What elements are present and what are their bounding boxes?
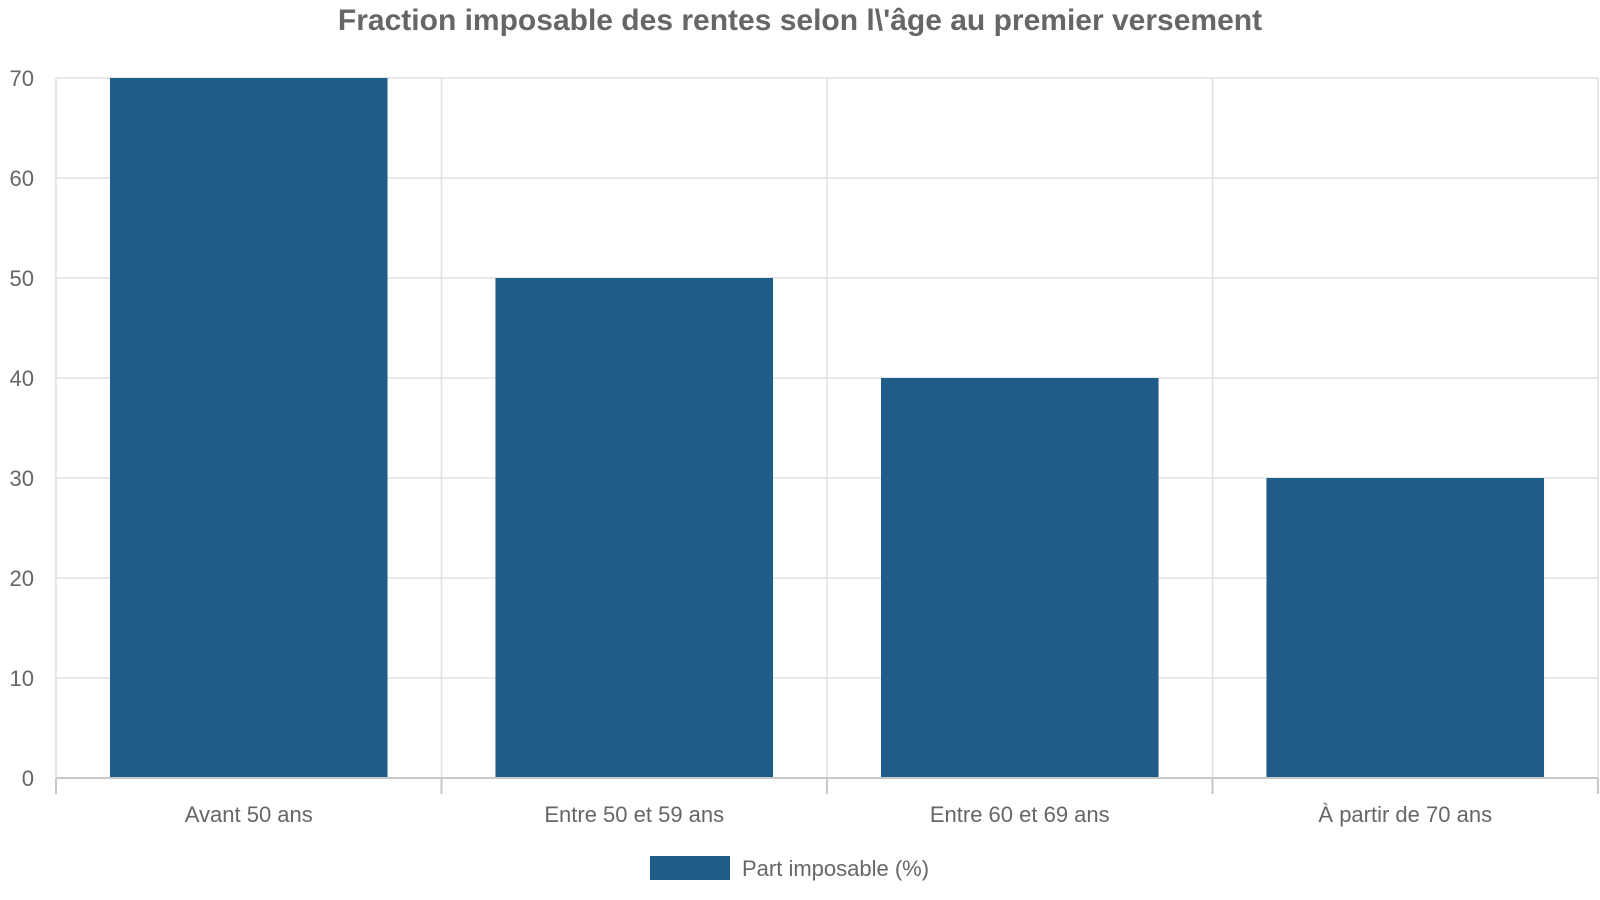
y-tick-label: 50 [10,266,34,291]
legend-swatch [650,856,730,880]
y-tick-label: 20 [10,566,34,591]
y-tick-label: 10 [10,666,34,691]
chart-title: Fraction imposable des rentes selon l\'â… [338,4,1262,37]
bar [495,278,774,778]
axes: 0 10 20 30 40 50 60 70 Avant 50 ans Entre 50 et 5… [10,66,1599,827]
x-tick-label: Entre 60 et 69 ans [930,802,1110,827]
y-tick-label: 70 [10,66,34,91]
y-tick-label: 40 [10,366,34,391]
y-tick-label: 30 [10,466,34,491]
bar [109,78,388,778]
y-tick-label: 60 [10,166,34,191]
x-tick-label: Entre 50 et 59 ans [544,802,724,827]
legend: Part imposable (%) [650,856,929,881]
y-tick-label: 0 [22,766,34,791]
x-tick-label: À partir de 70 ans [1318,802,1492,827]
bars [109,78,1545,778]
legend-label: Part imposable (%) [742,856,929,881]
bar [880,378,1159,778]
bar [1266,478,1545,778]
x-tick-label: Avant 50 ans [185,802,313,827]
